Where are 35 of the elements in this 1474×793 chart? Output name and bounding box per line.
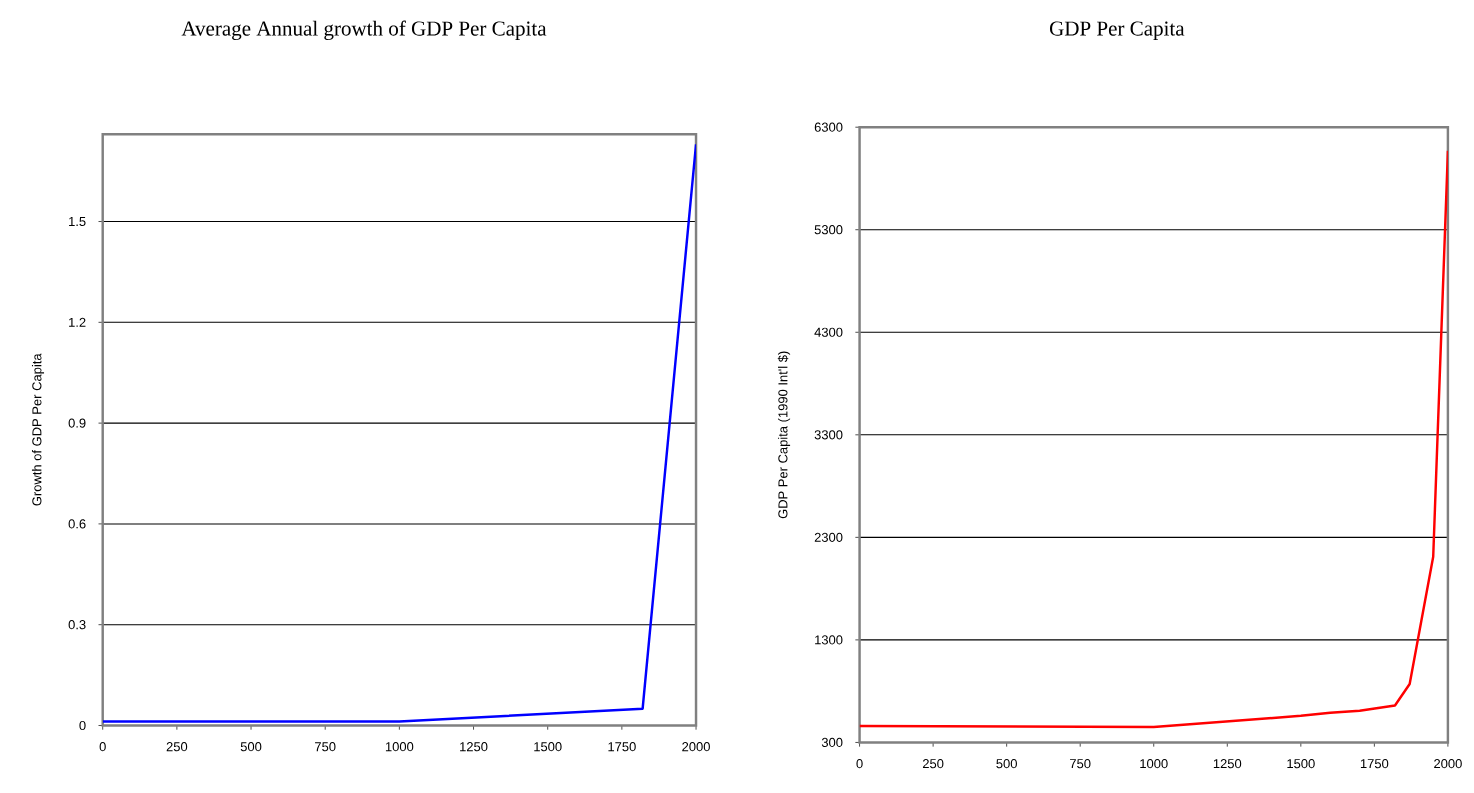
x-tick-label: 1500 — [534, 741, 562, 752]
x-tick-label: 2000 — [1434, 758, 1462, 769]
x-tick-label: 1250 — [1213, 758, 1242, 769]
y-tick-label: 0 — [79, 720, 86, 730]
x-tick-label: 1250 — [460, 741, 488, 752]
y-tick-label: 1.2 — [69, 317, 86, 327]
y-tick-label: 6300 — [814, 122, 843, 132]
y-axis-title: GDP Per Capita (1990 Int'l $) — [777, 351, 791, 519]
x-tick-label: 750 — [315, 741, 336, 752]
x-tick-label: 1000 — [385, 741, 414, 752]
y-tick-label: 1300 — [815, 635, 843, 645]
x-tick-label: 250 — [166, 741, 188, 752]
y-tick-label: 0.6 — [68, 519, 86, 529]
y-tick-label: 300 — [821, 737, 843, 747]
x-tick-label: 2000 — [682, 741, 710, 752]
x-tick-label: 0 — [99, 741, 106, 752]
x-tick-label: 750 — [1070, 758, 1091, 769]
y-tick-label: 2300 — [814, 532, 843, 542]
x-tick-label: 1000 — [1140, 758, 1168, 769]
x-tick-label: 1750 — [608, 741, 636, 752]
y-tick-label: 0.3 — [68, 619, 86, 630]
x-tick-label: 0 — [856, 758, 863, 769]
x-tick-label: 1750 — [1360, 758, 1389, 769]
chart-title: GDP Per Capita — [1049, 21, 1185, 40]
x-tick-label: 250 — [922, 758, 944, 769]
x-tick-label: 500 — [240, 741, 262, 752]
y-tick-label: 1.5 — [69, 216, 86, 226]
y-tick-label: 5300 — [814, 224, 843, 235]
x-tick-label: 1500 — [1287, 758, 1315, 769]
chart-title: Average Annual growth of GDP Per Capita — [181, 20, 547, 40]
y-tick-label: 4300 — [814, 327, 843, 337]
x-tick-label: 500 — [996, 758, 1017, 769]
y-axis-title: Growth of GDP Per Capita — [31, 353, 45, 506]
y-tick-label: 3300 — [814, 430, 843, 440]
y-tick-label: 0.9 — [68, 418, 86, 428]
